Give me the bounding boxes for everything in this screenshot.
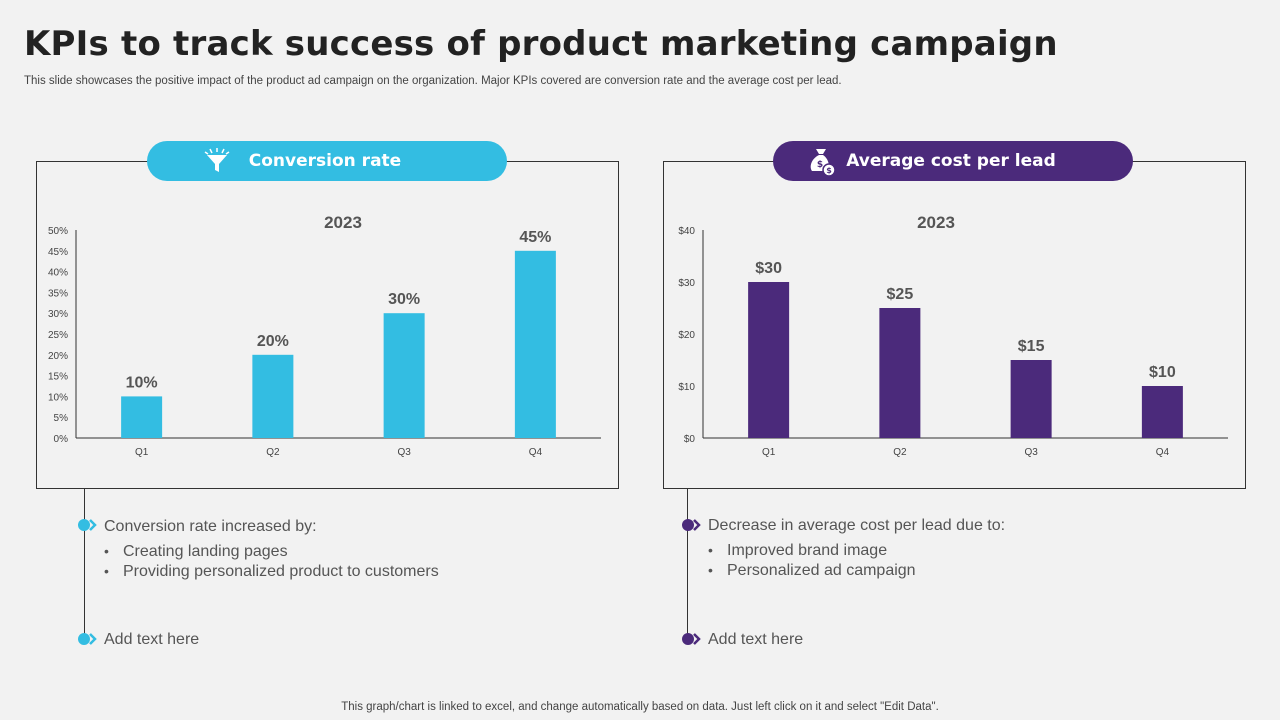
money-bag-icon: $ $ [810, 149, 836, 177]
x-tick-label: Q1 [135, 447, 149, 458]
cost-per-lead-title: Average cost per lead [846, 151, 1056, 171]
data-label: $15 [1018, 338, 1045, 355]
x-tick-label: Q3 [1024, 447, 1038, 458]
cost-per-lead-chart: 2023 $0 $10 $20 $30 $40 $30 Q1 $25 Q2 $15 Q3 $10 Q4 [678, 213, 1228, 458]
y-tick-label: 5% [54, 413, 69, 424]
y-tick-label: 40% [48, 268, 68, 279]
y-tick-label: $40 [678, 226, 695, 237]
bar [1141, 386, 1183, 438]
data-label: $10 [1149, 364, 1176, 381]
y-tick-label: 0% [54, 434, 69, 445]
right-add-text: Add text here [708, 631, 804, 648]
list-item: Providing personalized product to custom… [104, 562, 439, 582]
bar [514, 250, 556, 438]
data-label: 30% [388, 291, 420, 308]
x-tick-label: Q3 [397, 447, 411, 458]
data-label: $30 [755, 260, 782, 277]
conversion-rate-chart: 2023 0% 5% 10% 15% 20% 25% 30% 35% 40% 45% 50% 10% Q1… [48, 213, 601, 458]
y-tick-label: $0 [684, 434, 696, 445]
chevron-right-icon [682, 633, 701, 645]
y-tick-label: 50% [48, 226, 68, 237]
x-tick-label: Q4 [1156, 447, 1170, 458]
bar [121, 396, 163, 438]
chart-title: 2023 [324, 213, 362, 232]
left-timeline-line [84, 488, 85, 640]
y-tick-label: 25% [48, 330, 68, 341]
y-tick-label: $10 [678, 382, 695, 393]
y-tick-label: 15% [48, 372, 68, 383]
chevron-right-icon [682, 519, 701, 531]
right-timeline-line [687, 488, 688, 640]
left-add-text: Add text here [104, 631, 200, 648]
bar [748, 282, 790, 438]
x-tick-label: Q2 [266, 447, 280, 458]
page-subtitle: This slide showcases the positive impact… [24, 75, 842, 87]
right-notes-list: Improved brand image Personalized ad cam… [708, 541, 916, 580]
footer-note: This graph/chart is linked to excel, and… [341, 701, 939, 713]
x-tick-label: Q2 [893, 447, 907, 458]
data-label: $25 [887, 286, 914, 303]
y-tick-label: 30% [48, 309, 68, 320]
bar [879, 308, 921, 438]
bar [252, 354, 294, 438]
page-title: KPIs to track success of product marketi… [24, 24, 1058, 64]
data-label: 10% [126, 374, 158, 391]
data-label: 45% [519, 229, 551, 246]
chart-title: 2023 [917, 213, 955, 232]
conversion-rate-title: Conversion rate [248, 151, 402, 171]
chevron-right-icon [78, 633, 97, 645]
y-tick-label: 10% [48, 392, 68, 403]
right-notes-heading: Decrease in average cost per lead due to… [708, 517, 1006, 534]
y-tick-label: 20% [48, 351, 68, 362]
list-item: Personalized ad campaign [708, 561, 916, 581]
y-tick-label: $20 [678, 330, 695, 341]
svg-text:$: $ [817, 160, 823, 170]
y-tick-label: 35% [48, 288, 68, 299]
funnel-icon [204, 148, 230, 172]
svg-text:$: $ [826, 166, 832, 175]
bar [1010, 360, 1052, 438]
conversion-rate-header: Conversion rate [147, 141, 507, 181]
y-tick-label: 45% [48, 247, 68, 258]
left-notes-list: Creating landing pages Providing persona… [104, 542, 439, 581]
bar [383, 313, 425, 438]
list-item: Creating landing pages [104, 542, 439, 562]
x-tick-label: Q1 [762, 447, 776, 458]
y-tick-label: $30 [678, 278, 695, 289]
chevron-right-icon [78, 519, 97, 531]
x-tick-label: Q4 [529, 447, 543, 458]
data-label: 20% [257, 333, 289, 350]
left-notes-heading: Conversion rate increased by: [104, 518, 317, 535]
cost-per-lead-header: $ $ Average cost per lead [773, 141, 1133, 181]
list-item: Improved brand image [708, 541, 916, 561]
